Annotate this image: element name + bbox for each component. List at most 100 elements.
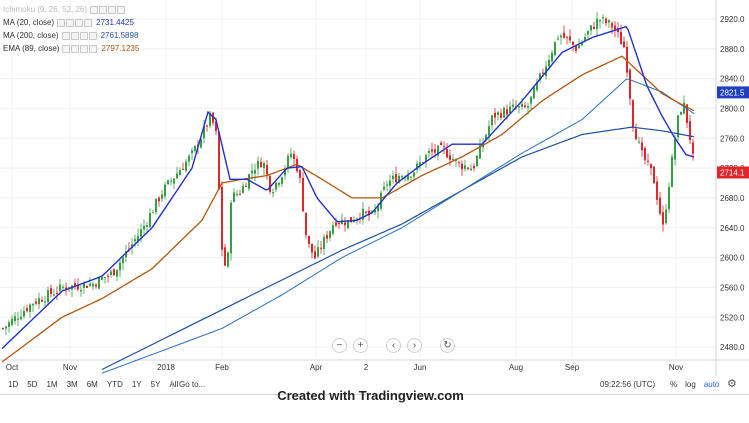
more-icon[interactable]: [84, 18, 93, 27]
candle-body: [500, 113, 502, 118]
candle-body: [140, 229, 142, 237]
candle-body: [491, 115, 493, 126]
utc-clock[interactable]: 09:22:56 (UTC): [600, 380, 656, 389]
close-icon[interactable]: [79, 31, 88, 40]
candle-body: [383, 186, 385, 190]
candle-body: [227, 252, 229, 267]
log-scale-toggle[interactable]: log: [685, 380, 696, 389]
eye-icon[interactable]: [61, 31, 70, 40]
settings-icon[interactable]: [71, 44, 80, 53]
range-5y[interactable]: 5Y: [150, 380, 161, 389]
auto-scale-toggle[interactable]: auto: [703, 380, 720, 389]
candle-body: [551, 52, 553, 62]
reset-chart-button[interactable]: ↻: [440, 338, 455, 353]
candle-body: [74, 283, 76, 287]
range-ytd[interactable]: YTD: [106, 380, 123, 389]
candle-body: [44, 301, 46, 303]
candle-body: [323, 236, 325, 249]
settings-icon[interactable]: [99, 5, 108, 14]
range-6m[interactable]: 6M: [86, 380, 98, 389]
candle-body: [641, 142, 643, 151]
candle-body: [614, 25, 616, 31]
candle-body: [692, 142, 694, 154]
eye-icon[interactable]: [90, 5, 99, 14]
price-chart[interactable]: 2920.02880.02840.02800.02760.02720.02680…: [0, 0, 749, 376]
candle-body: [104, 277, 106, 279]
price-tick-label: 2640.0: [720, 224, 745, 233]
zoom-out-button[interactable]: −: [332, 338, 347, 353]
candle-body: [266, 165, 268, 175]
candle-body: [674, 139, 676, 160]
legend-ma20-buttons[interactable]: [57, 18, 93, 27]
candle-body: [668, 186, 670, 210]
candle-body: [161, 194, 163, 199]
settings-icon[interactable]: [70, 31, 79, 40]
gear-icon[interactable]: ⚙: [727, 378, 737, 390]
candle-body: [473, 165, 475, 169]
candle-body: [461, 163, 463, 170]
legend-ema89-buttons[interactable]: [62, 44, 98, 53]
legend-ichimoku-buttons[interactable]: [90, 5, 126, 14]
candle-body: [263, 162, 265, 168]
price-tick-label: 2680.0: [720, 194, 745, 203]
candle-body: [116, 269, 118, 277]
candle-body: [446, 149, 448, 158]
candle-body: [98, 277, 100, 289]
more-icon[interactable]: [89, 44, 98, 53]
eye-icon[interactable]: [57, 18, 66, 27]
candle-body: [260, 161, 262, 168]
range-3m[interactable]: 3M: [66, 380, 78, 389]
close-icon[interactable]: [108, 5, 117, 14]
ema-long-line: [101, 78, 695, 374]
zoom-in-button[interactable]: +: [353, 338, 368, 353]
candle-body: [620, 31, 622, 45]
candle-body: [314, 251, 316, 259]
close-icon[interactable]: [80, 44, 89, 53]
eye-icon[interactable]: [62, 44, 71, 53]
range-5d[interactable]: 5D: [27, 380, 38, 389]
candle-body: [287, 155, 289, 168]
legend-row-ma200[interactable]: MA (200, close) 2761.5898: [3, 29, 139, 42]
goto-date-button[interactable]: Go to...: [172, 380, 205, 389]
candle-body: [179, 170, 181, 176]
legend-row-ma20[interactable]: MA (20, close) 2731.4425: [3, 16, 139, 29]
legend-row-ema89[interactable]: EMA (89, close) 2797.1235: [3, 42, 139, 55]
candle-body: [488, 126, 490, 136]
candle-body: [527, 106, 529, 108]
candle-body: [224, 247, 226, 266]
range-1d[interactable]: 1D: [8, 380, 19, 389]
range-1m[interactable]: 1M: [46, 380, 58, 389]
candle-body: [530, 96, 532, 104]
candle-body: [656, 181, 658, 200]
legend-ma200-buttons[interactable]: [61, 31, 97, 40]
scroll-left-button[interactable]: ‹: [386, 338, 401, 353]
more-icon[interactable]: [117, 5, 126, 14]
more-icon[interactable]: [88, 31, 97, 40]
candle-body: [155, 198, 157, 213]
candle-body: [80, 290, 82, 292]
candle-body: [272, 192, 274, 194]
price-badge-high-label: 2821.5: [720, 88, 745, 97]
candle-body: [281, 177, 283, 184]
candle-body: [479, 144, 481, 159]
candle-body: [593, 26, 595, 29]
close-icon[interactable]: [75, 18, 84, 27]
candle-body: [638, 141, 640, 143]
candle-body: [518, 106, 520, 108]
percent-scale-toggle[interactable]: %: [670, 380, 678, 389]
candle-body: [350, 217, 352, 223]
candle-body: [365, 211, 367, 213]
candle-body: [326, 235, 328, 239]
candle-body: [542, 72, 544, 74]
candle-body: [56, 292, 58, 294]
chart-frame[interactable]: 2920.02880.02840.02800.02760.02720.02680…: [0, 0, 749, 395]
scroll-right-button[interactable]: ›: [407, 338, 422, 353]
watermark-caption: Created with Tradingview.com: [0, 389, 749, 423]
range-1y[interactable]: 1Y: [131, 380, 142, 389]
range-all[interactable]: All: [169, 380, 179, 389]
legend-row-ichimoku[interactable]: Ichimoku (9, 26, 52, 26): [3, 3, 139, 16]
candle-body: [20, 316, 22, 320]
bottom-toolbar: 1D 5D 1M 3M 6M YTD 1Y 5Y All Go to... 09…: [0, 376, 749, 394]
settings-icon[interactable]: [66, 18, 75, 27]
legend-ema89-name: EMA (89, close): [3, 44, 60, 53]
